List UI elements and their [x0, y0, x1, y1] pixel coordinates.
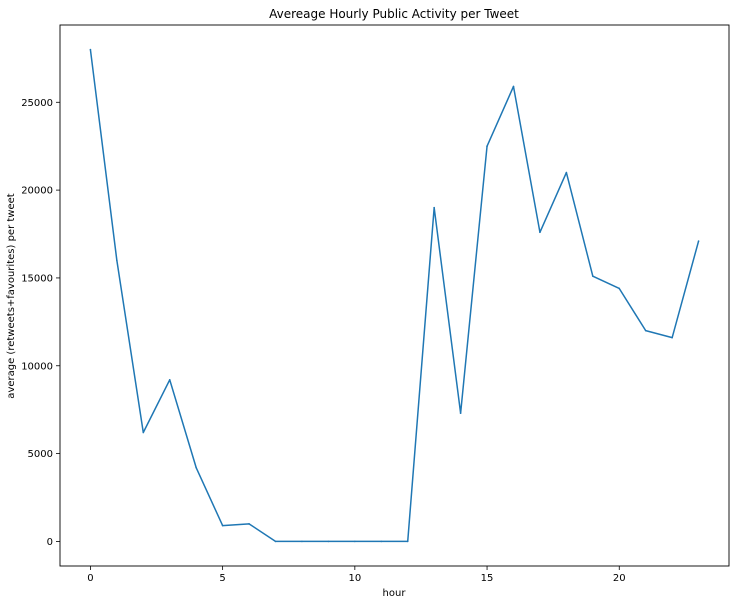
data-point — [142, 431, 145, 434]
y-axis-label: average (retweets+favourites) per tweet — [6, 193, 17, 398]
series-line-0 — [89, 49, 700, 543]
data-point — [592, 275, 594, 277]
x-tick-label: 10 — [348, 573, 361, 584]
x-tick-label: 20 — [613, 573, 626, 584]
data-point — [539, 231, 541, 234]
data-point — [671, 336, 673, 339]
y-tick-label: 25000 — [21, 98, 53, 109]
data-point — [274, 540, 277, 543]
data-point — [195, 466, 197, 469]
y-tick-label: 10000 — [21, 361, 53, 372]
data-point — [380, 540, 383, 543]
data-point — [697, 240, 700, 242]
data-point — [221, 524, 224, 527]
data-point — [301, 540, 303, 543]
data-point — [459, 412, 462, 414]
x-tick-label: 0 — [87, 573, 93, 584]
y-tick-label: 5000 — [28, 449, 53, 460]
y-tick-label: 15000 — [21, 273, 53, 284]
data-point — [618, 287, 621, 290]
series-layer — [89, 48, 700, 543]
x-axis: 0 5 10 15 20 — [87, 566, 626, 584]
data-point — [327, 540, 330, 543]
y-tick-label: 20000 — [21, 186, 53, 197]
y-tick-label: 0 — [47, 537, 53, 548]
x-tick-label: 5 — [219, 573, 225, 584]
data-point — [168, 379, 171, 381]
x-axis-label: hour — [383, 588, 407, 599]
data-point — [433, 206, 435, 209]
data-point — [486, 145, 488, 147]
data-point — [406, 540, 409, 543]
data-point — [116, 259, 118, 262]
plot-area-frame — [59, 24, 730, 567]
data-point — [565, 171, 568, 174]
data-point — [354, 540, 356, 543]
data-point — [248, 523, 250, 525]
y-axis: 0 5000 10000 15000 20000 25000 — [21, 98, 60, 548]
data-point — [644, 329, 647, 332]
data-point — [512, 85, 515, 88]
data-point — [89, 48, 92, 51]
chart-title: Avereage Hourly Public Activity per Twee… — [269, 7, 519, 21]
x-tick-label: 15 — [481, 573, 494, 584]
